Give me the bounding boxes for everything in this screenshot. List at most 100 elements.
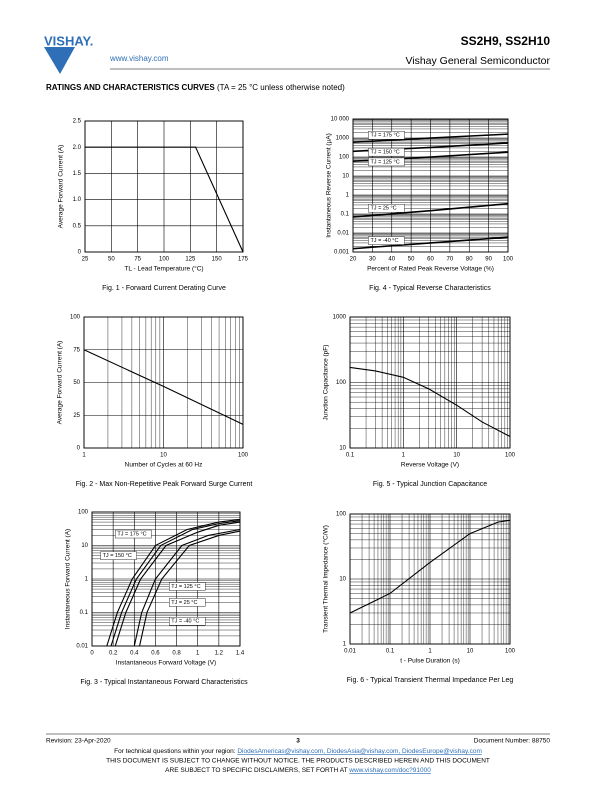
x-tick-label: 0.8: [172, 651, 181, 657]
part-number: SS2H9, SS2H10: [461, 34, 551, 48]
x-tick-label: 0.2: [109, 651, 118, 657]
disclaimer-1: THIS DOCUMENT IS SUBJECT TO CHANGE WITHO…: [106, 758, 490, 765]
y-tick-label: 1.5: [73, 171, 82, 177]
series-label-box: [368, 147, 405, 157]
y-axis-label: Transient Thermal Impedance (°C/W): [322, 525, 330, 633]
plot-frame: [91, 511, 241, 647]
y-tick-label: 75: [73, 347, 80, 353]
series-label-box: [169, 598, 206, 607]
plot-frame: [352, 118, 509, 253]
x-tick-label: 0: [90, 651, 94, 657]
x-axis-label: t - Pulse Duration (s): [400, 658, 460, 665]
series-line: [349, 366, 511, 437]
section-title: RATINGS AND CHARACTERISTICS CURVES (TA =…: [46, 83, 345, 92]
y-tick-label: 0.01: [337, 231, 349, 237]
y-tick-label: 1000: [333, 315, 347, 321]
y-tick-label: 2.5: [73, 119, 82, 125]
y-axis-label: Average Forward Current (A): [57, 341, 64, 425]
x-tick-label: 50: [108, 257, 115, 263]
y-axis-label: Junction Capacitance (pF): [323, 345, 330, 421]
disclaimer-link[interactable]: www.vishay.com/doc?91000: [348, 767, 431, 774]
series-label-box: [100, 551, 137, 560]
x-tick-label: 0.6: [151, 651, 160, 657]
series-label-box: [368, 204, 405, 213]
x-tick-label: 30: [369, 257, 376, 263]
y-tick-label: 2.0: [73, 145, 82, 151]
x-axis-label: Percent of Rated Peak Reverse Voltage (%…: [367, 266, 494, 273]
series-line: [114, 521, 241, 647]
y-tick-label: 1: [346, 193, 350, 199]
series-line: [133, 528, 241, 647]
x-tick-label: 125: [185, 257, 196, 263]
series-line: [83, 349, 244, 425]
series-label: TJ = 150 °C: [103, 553, 132, 559]
logo-text: VISHAY.: [44, 33, 93, 48]
y-tick-label: 0: [77, 446, 81, 452]
series-label: TJ = 125 °C: [171, 584, 200, 590]
y-tick-label: 25: [73, 413, 80, 419]
figure-caption: Fig. 1 - Forward Current Derating Curve: [102, 285, 226, 292]
section-title-main: RATINGS AND CHARACTERISTICS CURVES: [46, 83, 215, 92]
x-tick-label: 100: [238, 453, 249, 459]
x-tick-label: 10: [467, 649, 474, 655]
x-tick-label: 175: [238, 257, 249, 263]
y-tick-label: 1000: [336, 136, 350, 142]
x-tick-label: 100: [503, 257, 514, 263]
section-note: (TA = 25 °C unless otherwise noted): [217, 83, 345, 92]
series-label-box: [169, 616, 206, 626]
plot-frame: [349, 513, 511, 645]
x-tick-label: 10: [160, 453, 167, 459]
tech-emails[interactable]: DiodesAmericas@vishay.com, DiodesAsia@vi…: [237, 748, 482, 755]
header-url[interactable]: www.vishay.com: [109, 54, 169, 63]
x-axis-label: Number of Cycles at 60 Hz: [125, 462, 203, 469]
plot-frame: [349, 316, 511, 449]
y-tick-label: 0.001: [334, 250, 350, 256]
y-tick-label: 100: [336, 380, 347, 386]
y-tick-label: 0.5: [73, 223, 82, 229]
plot-frame: [84, 120, 244, 253]
series-label-box: [368, 131, 405, 140]
x-tick-label: 1: [82, 453, 86, 459]
x-tick-label: 0.1: [346, 453, 355, 459]
x-tick-label: 100: [505, 649, 516, 655]
series-label-box: [169, 582, 206, 591]
series-line: [106, 518, 241, 647]
y-tick-label: 1: [85, 577, 89, 583]
y-tick-label: 0.1: [341, 212, 350, 218]
y-tick-label: 10: [339, 577, 346, 583]
x-axis-label: Instantaneous Forward Voltage (V): [116, 660, 216, 667]
x-tick-label: 1: [196, 651, 200, 657]
disclaimer-text: ARE SUBJECT TO SPECIFIC DISCLAIMERS, SET…: [165, 767, 347, 774]
x-tick-label: 1.4: [236, 651, 245, 657]
page-number: 3: [296, 738, 300, 745]
series-label-box: [368, 236, 405, 245]
x-tick-label: 150: [212, 257, 223, 263]
y-tick-label: 1: [343, 642, 347, 648]
series-label: TJ = 25 °C: [171, 600, 197, 606]
y-tick-label: 1.0: [73, 197, 82, 203]
x-tick-label: 1: [402, 453, 406, 459]
x-axis-label: TL - Lead Temperature (°C): [124, 265, 203, 273]
series-line: [139, 530, 241, 647]
x-tick-label: 50: [408, 257, 415, 263]
y-tick-label: 10 000: [331, 117, 350, 123]
x-tick-label: 90: [485, 257, 492, 263]
x-tick-label: 1: [428, 649, 432, 655]
series-label: TJ = -40 °C: [370, 238, 398, 244]
series-label: TJ = 150 °C: [370, 150, 399, 156]
figure-caption: Fig. 6 - Typical Transient Thermal Imped…: [347, 677, 514, 684]
disclaimer-2: ARE SUBJECT TO SPECIFIC DISCLAIMERS, SET…: [165, 767, 431, 774]
y-axis-label: Instantaneous Reverse Current (µA): [326, 133, 333, 238]
figure-caption: Fig. 2 - Max Non-Repetitive Peak Forward…: [76, 481, 253, 488]
document-number: Document Number: 88750: [474, 738, 551, 745]
x-tick-label: 1.2: [215, 651, 224, 657]
tech-prefix: For technical questions within your regi…: [114, 748, 236, 755]
x-tick-label: 100: [505, 453, 516, 459]
y-tick-label: 100: [78, 510, 89, 516]
x-tick-label: 25: [82, 257, 89, 263]
series-label-box: [115, 529, 152, 539]
y-tick-label: 10: [339, 446, 346, 452]
series-label: TJ = 125 °C: [370, 159, 399, 165]
y-tick-label: 0: [78, 250, 82, 256]
